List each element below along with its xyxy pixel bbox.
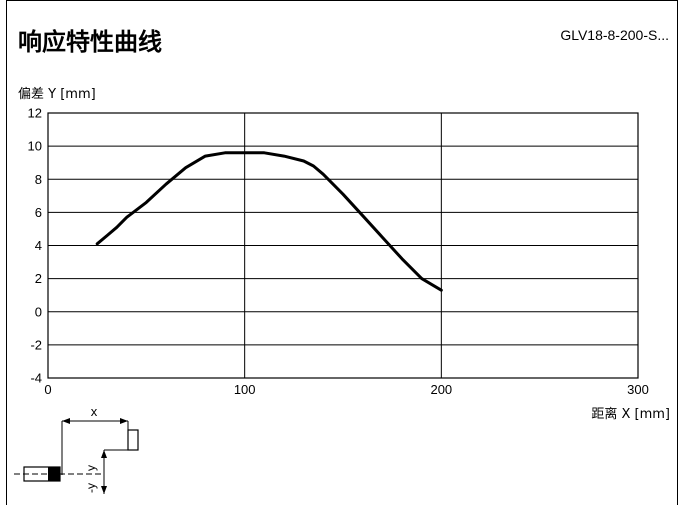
reflector-icon [127, 429, 139, 451]
y-tick-label: 12 [28, 106, 42, 121]
y-tick-label: 8 [35, 172, 42, 187]
figure-frame [6, 0, 678, 505]
y-tick-label: 2 [35, 271, 42, 286]
x-axis-label: 距离 X [mm] [591, 406, 670, 422]
model-number: GLV18-8-200-S... [560, 27, 669, 43]
y-tick-label: -2 [30, 337, 42, 352]
y-tick-label: 6 [35, 205, 42, 220]
y-dimension-label: y [84, 465, 98, 471]
x-tick-label: 0 [44, 382, 51, 397]
y-axis-label: 偏差 Y [mm] [18, 87, 96, 102]
response-curve [95, 151, 443, 292]
y-tick-label: -4 [30, 371, 42, 386]
x-tick-label: 300 [627, 382, 649, 397]
x-tick-label: 200 [430, 382, 452, 397]
y-tick-labels: 12 10 8 6 4 2 0 -2 -4 [28, 106, 42, 386]
y-arrow-down [101, 486, 107, 494]
plot-area-border [47, 112, 639, 379]
x-tick-label: 100 [234, 382, 256, 397]
x-tick-labels: 0 100 200 300 [44, 382, 648, 397]
y-arrow-up [101, 450, 107, 458]
grid [47, 112, 639, 379]
neg-y-dimension-label: -y [84, 483, 98, 493]
chart-title: 响应特性曲线 [18, 28, 162, 56]
y-tick-label: 0 [35, 304, 42, 319]
y-tick-label: 10 [28, 139, 42, 154]
x-arrow-left [62, 418, 70, 424]
x-dimension-label: x [91, 404, 98, 419]
y-tick-label: 4 [35, 238, 42, 253]
x-arrow-right [120, 418, 128, 424]
sensor-diagram: x y -y [14, 404, 139, 494]
